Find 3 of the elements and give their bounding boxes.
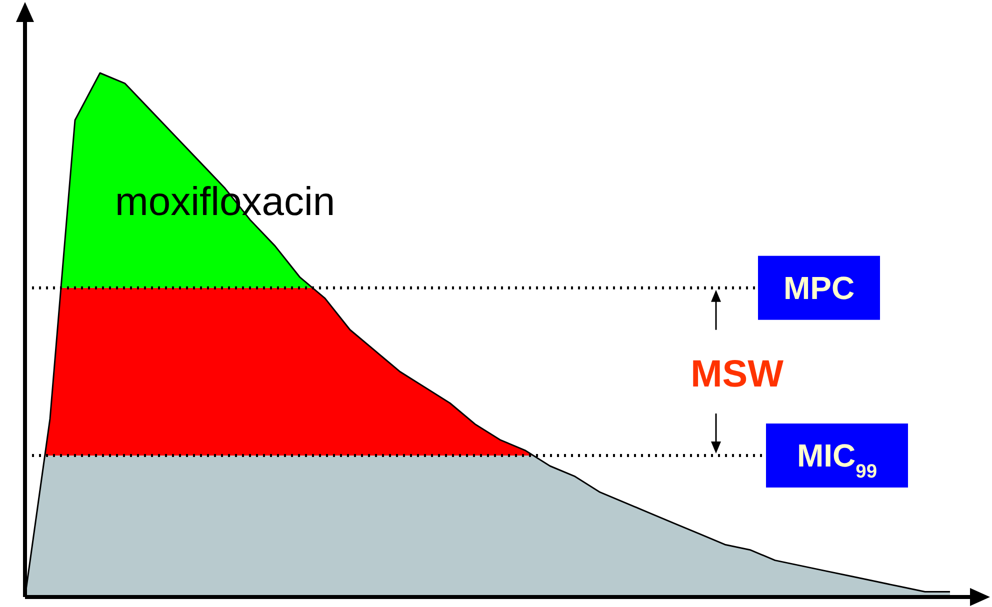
annotation: MSW: [690, 354, 784, 396]
ref-line-label: MIC$_{99}$: [797, 438, 877, 482]
ref-line-label: MPC: [783, 270, 855, 306]
